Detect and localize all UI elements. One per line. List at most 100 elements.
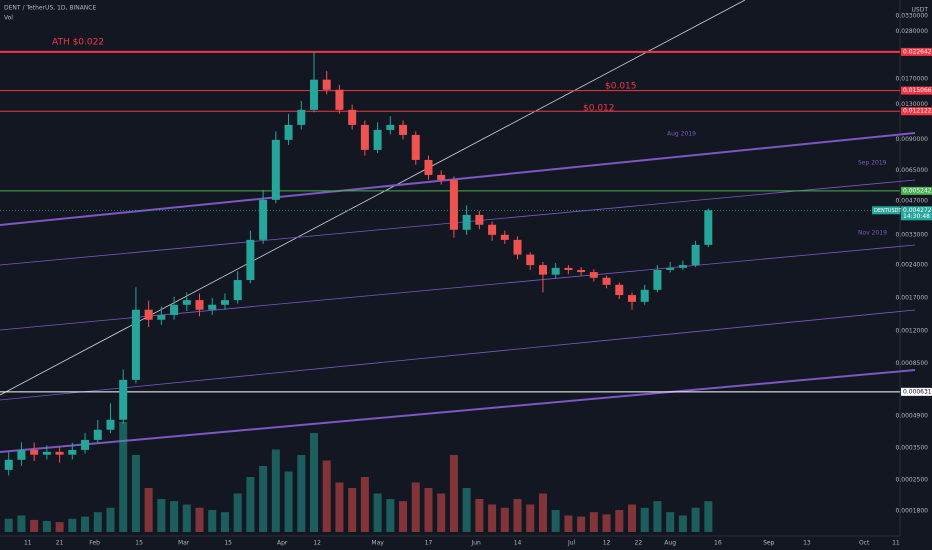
x-tick-label: Sep (763, 540, 775, 547)
price-tag (901, 387, 932, 396)
volume-bar (17, 515, 26, 532)
candle-body (386, 124, 395, 130)
volume-bar (246, 477, 255, 532)
volume-bar (666, 512, 675, 532)
candle-body (259, 199, 268, 240)
candle-body (500, 234, 509, 240)
x-tick-label: 11 (892, 540, 900, 547)
volume-bar (297, 455, 306, 532)
x-tick-label: 16 (714, 540, 722, 547)
candle-body (68, 449, 77, 455)
candle-body (615, 284, 624, 296)
volume-bar (42, 521, 51, 532)
y-tick-label: 0.0047000 (896, 198, 929, 205)
volume-bar (462, 488, 471, 532)
price-tag (901, 107, 932, 116)
symbol-tag (872, 206, 900, 215)
chart-title: DENT / TetherUS, 1D, BINANCE (4, 5, 96, 12)
volume-bar (488, 504, 497, 532)
x-tick-label: 15 (224, 540, 232, 547)
price-tag-label: 0.0226422 (903, 48, 932, 55)
price-tag (901, 47, 932, 56)
volume-bar (602, 514, 611, 532)
trend-line (0, 132, 916, 226)
price-tag (901, 86, 932, 95)
volume-bar (475, 499, 484, 532)
y-tick-label: 0.0130000 (896, 101, 929, 108)
volume-bar (182, 504, 191, 532)
candle-body (360, 124, 369, 150)
candle-body (526, 254, 535, 266)
price-tag-label: 0.0150668 (903, 87, 932, 94)
y-tick-label: 0.0330000 (896, 13, 929, 20)
candle-body (182, 300, 191, 305)
x-tick-label: 13 (803, 540, 811, 547)
volume-bar (310, 433, 318, 532)
candle-body (513, 239, 522, 255)
y-tick-label: 0.0170000 (896, 76, 929, 83)
candle-body (602, 277, 611, 285)
candle-body (233, 280, 242, 301)
candle-body (30, 449, 39, 455)
x-tick-label: 17 (425, 540, 433, 547)
candle-body (589, 272, 598, 278)
volume-bar (335, 482, 344, 532)
volume-bar (437, 493, 446, 532)
candle-body (348, 109, 357, 125)
annotation: Aug 2019 (667, 131, 696, 138)
price-tag (901, 186, 932, 195)
volume-bar (106, 507, 115, 532)
candle-body (488, 224, 497, 235)
y-tick-label: 0.0065000 (896, 167, 929, 174)
volume-bar (119, 422, 128, 532)
volume-bar (615, 510, 624, 532)
candle-body (93, 429, 102, 440)
candle-body (462, 214, 471, 230)
volume-bar (322, 460, 331, 532)
volume-bar (284, 471, 293, 532)
candle-body (55, 451, 64, 455)
y-tick-label: 0.0008500 (896, 360, 929, 367)
volume-bar (538, 493, 547, 532)
volume-bar (564, 515, 573, 532)
volume-bar (4, 518, 13, 532)
candle-body (106, 419, 115, 430)
candle-body (437, 174, 446, 180)
y-tick-label: 0.0012000 (896, 327, 929, 334)
candle-body (310, 79, 318, 110)
candle-body (81, 439, 90, 450)
y-tick-label: 0.0090000 (896, 136, 929, 143)
volume-bar (640, 507, 649, 532)
candle-body (666, 267, 675, 270)
candle-body (284, 124, 293, 140)
volume-bar (678, 515, 687, 532)
y-tick-label: 0.0280000 (896, 28, 929, 35)
level-annotation: $0.012 (583, 104, 615, 114)
volume-bar (653, 501, 662, 532)
x-tick-label: Oct (859, 540, 870, 547)
annotation: Nov 2019 (858, 230, 887, 237)
candle-body (335, 89, 344, 110)
candle-body (170, 304, 179, 315)
annotation: Sep 2019 (858, 160, 887, 167)
volume-bar (208, 510, 217, 532)
candle-body (449, 179, 458, 230)
volume-bar (513, 499, 522, 532)
volume-bar (81, 516, 90, 532)
x-tick-label: Apr (277, 540, 288, 547)
volume-bar (373, 493, 382, 532)
x-tick-label: Aug (664, 540, 676, 547)
candle-body (678, 265, 687, 268)
candle-body (208, 304, 217, 310)
candle-body (628, 295, 636, 302)
candle-body (17, 449, 26, 460)
volume-bar (411, 482, 420, 532)
price-tag-label: 0.0006319 (903, 388, 932, 395)
volume-bar (220, 512, 229, 532)
x-tick-label: 11 (24, 540, 32, 547)
x-tick-label: 15 (135, 540, 143, 547)
candle-body (220, 300, 229, 305)
volume-bar (399, 501, 408, 532)
